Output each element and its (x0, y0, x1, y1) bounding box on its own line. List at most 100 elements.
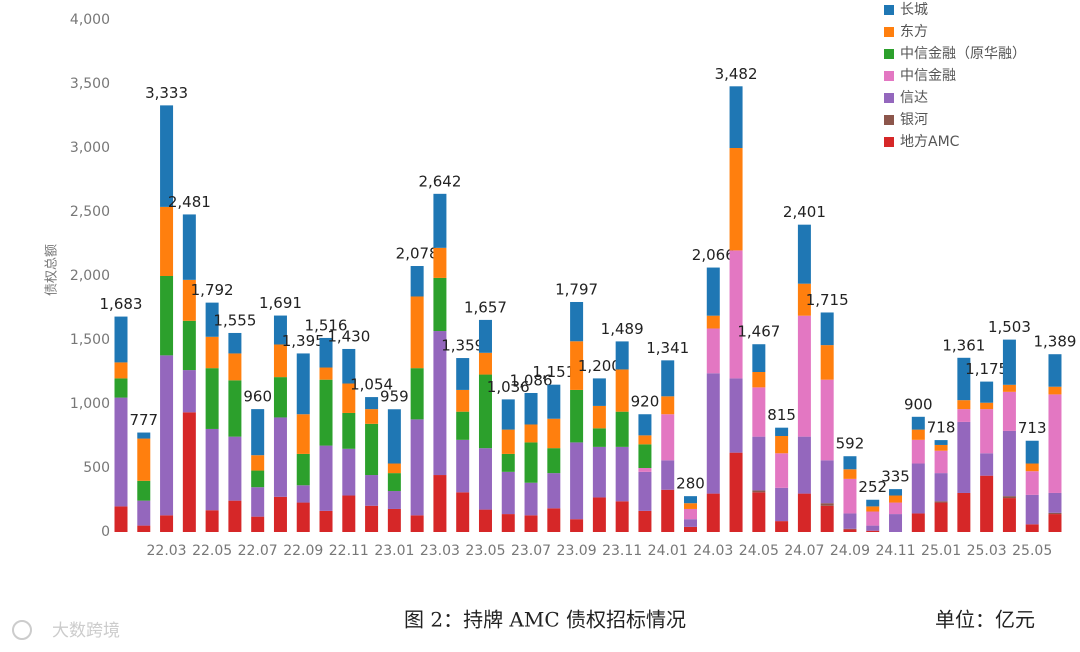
bar-segment (296, 485, 310, 503)
bar-segment (478, 352, 492, 375)
total-label: 3,333 (145, 84, 188, 102)
bar-segment (638, 468, 652, 472)
legend-label: 信达 (900, 90, 928, 106)
bar-segment (182, 279, 196, 321)
bar-segment (980, 475, 994, 532)
bar-segment (547, 418, 561, 449)
bar-segment (1025, 494, 1039, 525)
y-tick-label: 4,000 (70, 12, 110, 28)
bar-segment (729, 378, 743, 453)
bar-segment (296, 453, 310, 486)
bar-segment (524, 392, 538, 425)
total-label: 1,467 (737, 323, 780, 341)
legend-swatch (884, 71, 894, 81)
bar-segment (1048, 394, 1062, 493)
total-label: 335 (881, 468, 910, 486)
bar-segment (501, 471, 515, 515)
bar-segment (137, 432, 151, 439)
bar-segment (182, 214, 196, 280)
bar-segment (456, 439, 470, 493)
bar-segment (296, 353, 310, 415)
bar-segment (228, 500, 242, 532)
total-label: 2,066 (692, 246, 735, 264)
bar-segment (706, 373, 720, 494)
bar-segment (843, 529, 857, 532)
bar-segment (1048, 492, 1062, 513)
bar-segment (160, 276, 174, 356)
bar-segment (114, 506, 128, 532)
bar-segment (114, 362, 128, 379)
legend-label: 长城 (900, 2, 928, 18)
bar-segment (456, 358, 470, 390)
bar-segment (684, 503, 697, 509)
bar-segment (866, 506, 880, 512)
bar-segment (319, 379, 333, 446)
bar-segment (1048, 514, 1062, 532)
bar-segment (501, 399, 515, 430)
total-label: 2,642 (418, 172, 461, 190)
bar-segment (911, 429, 925, 440)
bar-segment (1002, 339, 1016, 385)
bar-segment (775, 453, 789, 488)
bar-segment (957, 409, 971, 422)
bar-segment (501, 429, 515, 454)
bar-segment (1025, 463, 1039, 472)
bar-segment (1002, 430, 1016, 497)
bar-segment (775, 521, 789, 532)
bar-segment (273, 344, 287, 378)
x-tick-label: 24.05 (739, 543, 779, 559)
total-label: 1,715 (806, 291, 849, 309)
bar-segment (980, 409, 994, 454)
y-tick-label: 3,000 (70, 140, 110, 156)
bar-segment (1048, 512, 1062, 515)
bar-segment (957, 492, 971, 532)
bar-segment (342, 448, 356, 496)
watermark: 大数跨境 (52, 621, 120, 641)
bar-segment (228, 436, 242, 501)
legend-label: 中信金融（原华融） (900, 46, 1026, 62)
bar-segment (889, 495, 903, 503)
bar-segment (570, 341, 584, 390)
total-label: 718 (927, 419, 956, 437)
bar-segment (319, 367, 333, 380)
bar-segment (524, 424, 538, 443)
bar-segment (251, 455, 265, 471)
legend-swatch (884, 137, 894, 147)
bar-segment (1025, 524, 1039, 532)
x-tick-label: 22.11 (329, 543, 369, 559)
bar-segment (934, 444, 948, 451)
bar-segment (638, 444, 652, 468)
bar-segment (410, 419, 424, 516)
total-label: 280 (676, 475, 705, 493)
legend-label: 中信金融 (900, 68, 956, 84)
bar-segment (592, 497, 606, 532)
bar-segment (478, 448, 492, 510)
bar-segment (1048, 354, 1062, 387)
bar-segment (501, 514, 515, 532)
bar-segment (273, 417, 287, 497)
bar-segment (114, 397, 128, 507)
total-label: 777 (129, 411, 158, 429)
bar-segment (957, 421, 971, 493)
bar-segment (433, 331, 447, 476)
total-label: 1,086 (510, 371, 553, 389)
total-label: 1,395 (282, 332, 325, 350)
bar-segment (843, 456, 857, 470)
bar-segment (729, 148, 743, 251)
bar-segment (934, 502, 948, 532)
legend-swatch (884, 115, 894, 125)
legend-swatch (884, 93, 894, 103)
bar-segment (752, 344, 766, 372)
bar-segment (251, 487, 265, 517)
bar-segment (160, 206, 174, 276)
bar-segment (137, 500, 151, 526)
bar-segment (410, 266, 424, 297)
bar-segment (866, 525, 880, 531)
bar-segment (797, 283, 811, 316)
bar-segment (866, 499, 880, 507)
bar-segment (342, 348, 356, 384)
x-tick-label: 23.09 (557, 543, 597, 559)
bar-segment (661, 489, 675, 532)
bar-segment (410, 296, 424, 369)
